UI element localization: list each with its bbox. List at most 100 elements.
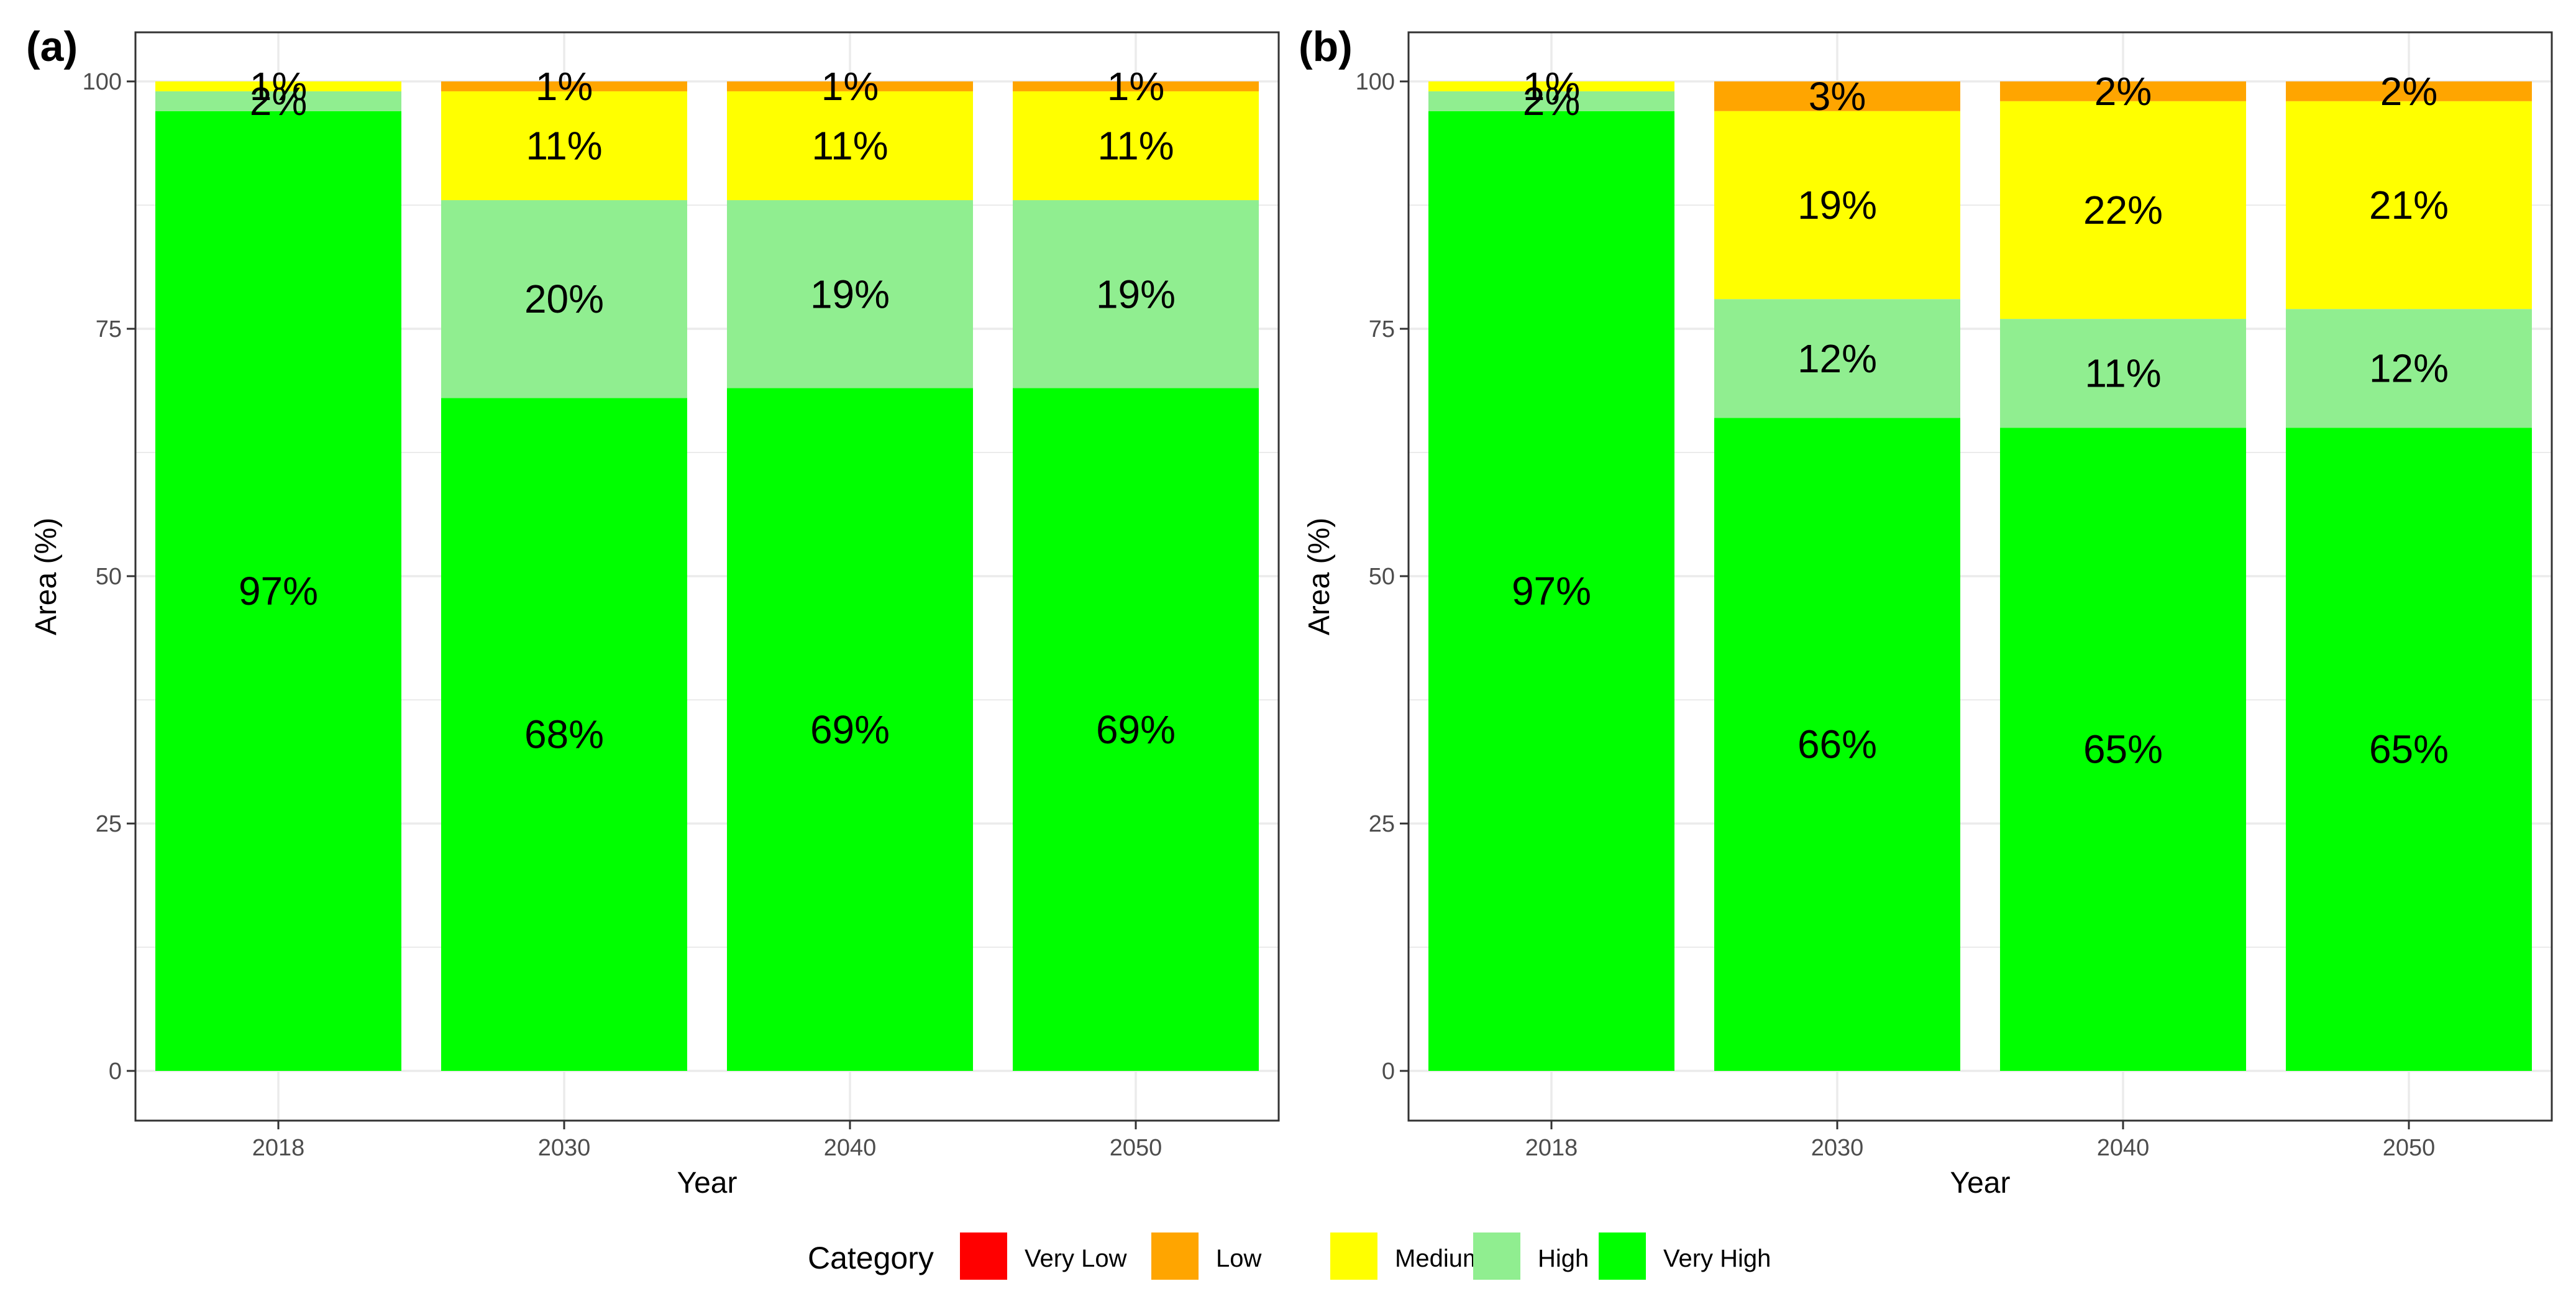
data-label: 19% xyxy=(1797,183,1877,227)
bar-medium-2040 xyxy=(727,91,973,201)
bar-very-high-2040 xyxy=(2000,428,2246,1072)
legend-label: Very High xyxy=(1663,1245,1771,1272)
data-label: 1% xyxy=(821,64,879,109)
bar-medium-2018 xyxy=(1428,81,1674,91)
data-label: 2% xyxy=(1523,79,1581,124)
bar-low-2040 xyxy=(2000,81,2246,101)
legend-key-very-high xyxy=(1599,1232,1646,1280)
data-label: 2% xyxy=(250,79,308,124)
legend: Category Very Low Low Medium High Very High xyxy=(808,1232,1771,1280)
x-tick-label: 2030 xyxy=(538,1135,591,1161)
y-axis-title: Area (%) xyxy=(1303,518,1336,635)
y-axis-title: Area (%) xyxy=(30,518,63,635)
x-tick-label: 2050 xyxy=(1110,1135,1162,1161)
legend-key-low xyxy=(1151,1232,1199,1280)
bar-medium-2018 xyxy=(155,81,401,91)
data-label: 3% xyxy=(1809,74,1866,119)
bar-very-high-2050 xyxy=(2286,428,2532,1072)
data-label: 11% xyxy=(811,123,888,168)
bar-low-2050 xyxy=(1013,81,1259,91)
legend-label: Very Low xyxy=(1025,1245,1127,1272)
x-axis-title: Year xyxy=(1950,1167,2011,1200)
legend-key-high xyxy=(1473,1232,1520,1280)
x-tick-label: 2018 xyxy=(252,1135,305,1161)
bar-very-high-2050 xyxy=(1013,388,1259,1071)
bar-low-2030 xyxy=(441,81,687,91)
data-label: 1% xyxy=(1523,64,1581,109)
bar-medium-2030 xyxy=(441,91,687,201)
x-tick-label: 2040 xyxy=(2097,1135,2150,1161)
bar-high-2040 xyxy=(2000,319,2246,428)
x-tick-label: 2030 xyxy=(1811,1135,1864,1161)
bar-very-high-2018 xyxy=(155,111,401,1071)
data-label: 69% xyxy=(810,707,890,752)
data-label: 1% xyxy=(1107,64,1165,109)
y-tick-label: 0 xyxy=(1382,1058,1395,1085)
data-label: 69% xyxy=(1096,707,1176,752)
legend-label: Medium xyxy=(1395,1245,1483,1272)
data-label: 21% xyxy=(2369,183,2449,227)
bar-very-high-2030 xyxy=(441,398,687,1072)
y-tick-label: 100 xyxy=(1356,69,1395,95)
data-label: 2% xyxy=(2380,69,2438,114)
y-tick-label: 75 xyxy=(96,316,122,342)
bar-low-2050 xyxy=(2286,81,2532,101)
bar-low-2040 xyxy=(727,81,973,91)
bar-high-2050 xyxy=(1013,200,1259,388)
panel-a-tag: (a) xyxy=(26,23,78,70)
panel-b-tag: (b) xyxy=(1299,23,1353,70)
bar-high-2040 xyxy=(727,200,973,388)
data-label: 68% xyxy=(524,712,604,757)
bar-medium-2050 xyxy=(2286,101,2532,310)
x-tick-label: 2018 xyxy=(1525,1135,1578,1161)
bar-high-2030 xyxy=(1714,299,1960,418)
data-label: 19% xyxy=(1096,272,1176,316)
bar-medium-2040 xyxy=(2000,101,2246,319)
bar-high-2018 xyxy=(1428,91,1674,111)
bar-high-2018 xyxy=(155,91,401,111)
data-label: 1% xyxy=(250,64,308,109)
bar-high-2050 xyxy=(2286,309,2532,428)
y-tick-label: 50 xyxy=(96,564,122,590)
legend-label: High xyxy=(1538,1245,1589,1272)
panel-a: 97%2%1%68%20%11%1%69%19%11%1%69%19%11%1%… xyxy=(26,23,1280,1200)
data-label: 65% xyxy=(2369,727,2449,772)
data-label: 11% xyxy=(526,123,602,168)
bar-medium-2030 xyxy=(1714,111,1960,300)
data-label: 66% xyxy=(1797,722,1877,767)
x-axis-title: Year xyxy=(677,1167,738,1200)
bar-very-high-2040 xyxy=(727,388,973,1071)
data-label: 65% xyxy=(2083,727,2163,772)
x-tick-label: 2050 xyxy=(2383,1135,2436,1161)
y-tick-label: 0 xyxy=(109,1058,122,1085)
data-label: 97% xyxy=(1512,569,1591,613)
bar-very-high-2018 xyxy=(1428,111,1674,1071)
data-label: 11% xyxy=(1097,123,1174,168)
data-label: 97% xyxy=(239,569,318,613)
y-tick-label: 25 xyxy=(1369,811,1395,837)
legend-key-medium xyxy=(1330,1232,1377,1280)
data-label: 22% xyxy=(2083,188,2163,232)
x-tick-label: 2040 xyxy=(824,1135,877,1161)
data-label: 11% xyxy=(2085,351,2161,396)
data-label: 12% xyxy=(1797,336,1877,381)
y-tick-label: 25 xyxy=(96,811,122,837)
data-label: 19% xyxy=(810,272,890,316)
data-label: 1% xyxy=(536,64,593,109)
bar-very-high-2030 xyxy=(1714,418,1960,1071)
y-tick-label: 100 xyxy=(83,69,122,95)
data-label: 2% xyxy=(2094,69,2152,114)
bar-high-2030 xyxy=(441,200,687,398)
legend-title: Category xyxy=(808,1241,934,1275)
y-tick-label: 50 xyxy=(1369,564,1395,590)
bar-medium-2050 xyxy=(1013,91,1259,201)
data-label: 20% xyxy=(524,277,604,321)
bar-low-2030 xyxy=(1714,81,1960,111)
legend-label: Low xyxy=(1216,1245,1261,1272)
panel-b: 97%2%1%66%12%19%3%65%11%22%2%65%12%21%2%… xyxy=(1299,23,2553,1200)
y-tick-label: 75 xyxy=(1369,316,1395,342)
data-label: 12% xyxy=(2369,346,2449,391)
legend-key-very-low xyxy=(960,1232,1007,1280)
